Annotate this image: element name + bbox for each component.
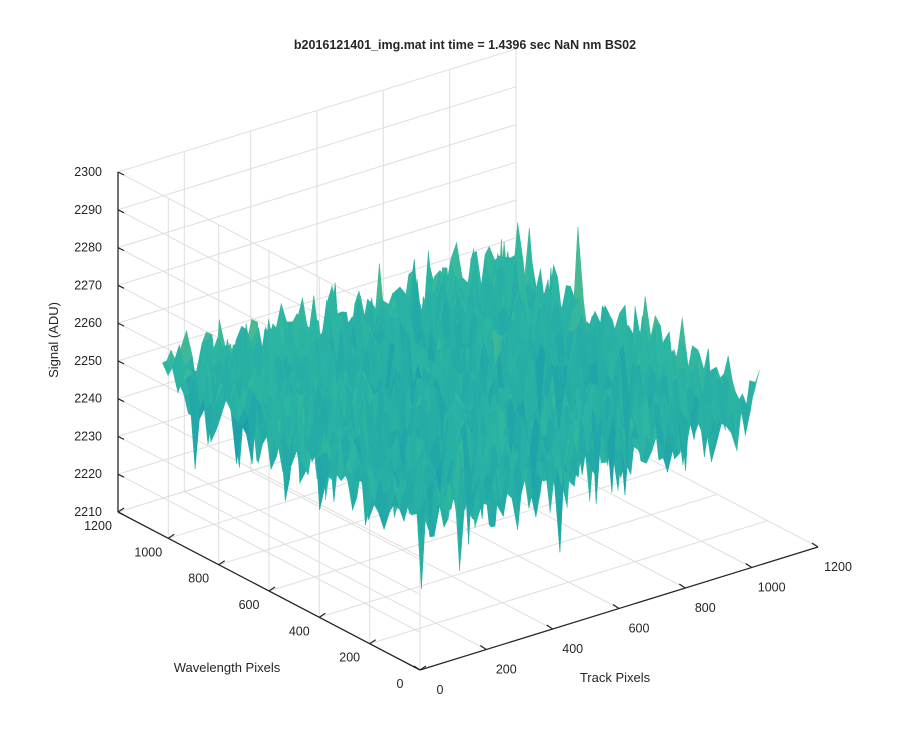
z-tick <box>117 209 125 214</box>
z-tick-label: 2270 <box>74 278 102 292</box>
z-tick-label: 2240 <box>74 392 102 406</box>
y-tick-label: 200 <box>339 651 360 665</box>
x-tick <box>811 542 819 548</box>
z-tick <box>117 247 125 252</box>
z-axis-label: Signal (ADU) <box>46 302 61 378</box>
tick-labels: 0 200 400 600 800 1000 1200 0 200 400 600 800 1000 12… <box>74 165 852 697</box>
x-tick-label: 0 <box>437 683 444 697</box>
y-tick <box>419 665 427 671</box>
y-tick-label: 400 <box>289 624 310 638</box>
y-tick-label: 0 <box>397 677 404 691</box>
x-axis-label: Track Pixels <box>580 670 651 685</box>
z-tick-label: 2280 <box>74 241 102 255</box>
z-tick-label: 2260 <box>74 316 102 330</box>
x-tick <box>546 624 554 630</box>
grid-line <box>117 398 421 558</box>
x-tick-label: 600 <box>629 622 650 636</box>
y-tick-label: 800 <box>188 572 209 586</box>
z-tick-label: 2220 <box>74 467 102 481</box>
grid-line <box>117 435 421 595</box>
z-tick <box>117 511 125 516</box>
x-tick <box>479 645 487 650</box>
grid-line <box>117 199 517 324</box>
grid-line <box>117 473 421 633</box>
y-tick-label: 600 <box>239 598 260 612</box>
z-tick <box>117 473 125 478</box>
z-tick <box>117 360 125 365</box>
z-tick <box>117 322 125 327</box>
x-tick <box>612 604 620 609</box>
grid-line <box>319 493 718 618</box>
chart-title: b2016121401_img.mat int time = 1.4396 se… <box>294 38 636 52</box>
grid-line <box>117 48 517 173</box>
x-tick-label: 200 <box>496 663 517 677</box>
y-tick <box>117 507 125 513</box>
z-tick <box>117 435 125 440</box>
x-tick <box>745 563 753 568</box>
y-tick-label: 1000 <box>134 545 162 559</box>
z-tick <box>117 171 125 176</box>
y-tick <box>369 639 377 645</box>
y-tick <box>318 612 326 618</box>
y-tick <box>268 586 276 592</box>
grid-line <box>117 86 517 211</box>
x-tick-label: 1200 <box>824 560 852 574</box>
x-tick-label: 800 <box>695 601 716 615</box>
z-tick-label: 2250 <box>74 354 102 368</box>
z-tick <box>117 284 125 289</box>
axis-lines <box>117 171 819 671</box>
z-tick-label: 2290 <box>74 203 102 217</box>
y-tick-label: 1200 <box>84 519 112 533</box>
x-tick-label: 400 <box>562 642 583 656</box>
y-tick <box>218 560 226 566</box>
z-tick-label: 2230 <box>74 429 102 443</box>
x-tick <box>678 583 686 589</box>
x-tick <box>413 665 421 671</box>
y-tick <box>167 533 175 539</box>
z-tick <box>117 398 125 403</box>
z-tick-label: 2300 <box>74 165 102 179</box>
x-tick-label: 1000 <box>758 581 786 595</box>
grid-line <box>117 124 517 249</box>
surface-patch <box>573 227 584 310</box>
surface-patch <box>496 265 507 306</box>
y-axis-label: Wavelength Pixels <box>174 660 281 675</box>
grid-line <box>117 161 517 286</box>
surface-mesh <box>162 222 760 589</box>
z-tick-label: 2210 <box>74 505 102 519</box>
grid-line <box>369 520 768 645</box>
